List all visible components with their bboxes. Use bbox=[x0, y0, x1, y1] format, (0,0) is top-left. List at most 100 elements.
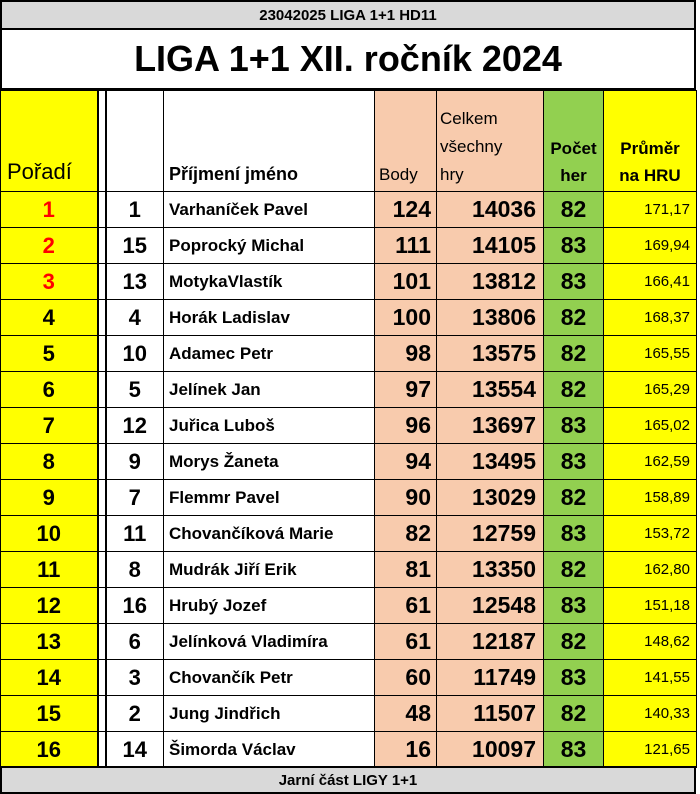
player-name-cell: Poprocký Michal bbox=[163, 227, 375, 264]
player-number-cell: 4 bbox=[105, 299, 164, 336]
rank-cell: 15 bbox=[0, 695, 98, 732]
table-row: 15 2 Jung Jindřich 48 11507 82 140,33 bbox=[0, 695, 697, 732]
average-cell: 166,41 bbox=[603, 263, 697, 300]
player-name-cell: Hrubý Jozef bbox=[163, 587, 375, 624]
average-cell: 148,62 bbox=[603, 623, 697, 660]
games-cell: 83 bbox=[543, 659, 604, 696]
player-name-cell: Adamec Petr bbox=[163, 335, 375, 372]
sheet-code-label: 23042025 LIGA 1+1 HD11 bbox=[0, 0, 696, 30]
player-name-cell: Jelínková Vladimíra bbox=[163, 623, 375, 660]
average-cell: 140,33 bbox=[603, 695, 697, 732]
games-cell: 82 bbox=[543, 479, 604, 516]
table-row: 6 5 Jelínek Jan 97 13554 82 165,29 bbox=[0, 371, 697, 408]
table-row: 10 11 Chovančíková Marie 82 12759 83 153,72 bbox=[0, 515, 697, 552]
table-row: 14 3 Chovančík Petr 60 11749 83 141,55 bbox=[0, 659, 697, 696]
gap-cell bbox=[96, 695, 107, 732]
rank-cell: 10 bbox=[0, 515, 98, 552]
average-cell: 121,65 bbox=[603, 731, 697, 768]
table-row: 1 1 Varhaníček Pavel 124 14036 82 171,17 bbox=[0, 191, 697, 228]
games-cell: 83 bbox=[543, 263, 604, 300]
header-games-line2: her bbox=[560, 166, 587, 185]
gap-cell bbox=[96, 587, 107, 624]
points-cell: 101 bbox=[374, 263, 437, 300]
rank-cell: 1 bbox=[0, 191, 98, 228]
rank-cell: 2 bbox=[0, 227, 98, 264]
games-cell: 82 bbox=[543, 551, 604, 588]
header-number bbox=[105, 90, 164, 192]
points-cell: 81 bbox=[374, 551, 437, 588]
player-number-cell: 12 bbox=[105, 407, 164, 444]
points-cell: 82 bbox=[374, 515, 437, 552]
rank-cell: 14 bbox=[0, 659, 98, 696]
total-cell: 13029 bbox=[436, 479, 544, 516]
table-row: 13 6 Jelínková Vladimíra 61 12187 82 148,62 bbox=[0, 623, 697, 660]
player-name-cell: Juřica Luboš bbox=[163, 407, 375, 444]
rank-cell: 8 bbox=[0, 443, 98, 480]
header-total-line2: všechny bbox=[440, 137, 503, 156]
player-number-cell: 1 bbox=[105, 191, 164, 228]
total-cell: 11507 bbox=[436, 695, 544, 732]
points-cell: 124 bbox=[374, 191, 437, 228]
rank-cell: 3 bbox=[0, 263, 98, 300]
player-number-cell: 16 bbox=[105, 587, 164, 624]
average-cell: 141,55 bbox=[603, 659, 697, 696]
gap-cell bbox=[96, 731, 107, 768]
total-cell: 13495 bbox=[436, 443, 544, 480]
points-cell: 61 bbox=[374, 587, 437, 624]
page-title: LIGA 1+1 XII. ročník 2024 bbox=[0, 30, 696, 90]
player-name-cell: Jelínek Jan bbox=[163, 371, 375, 408]
table-row: 2 15 Poprocký Michal 111 14105 83 169,94 bbox=[0, 227, 697, 264]
header-rank: Pořadí bbox=[0, 90, 98, 192]
rank-cell: 13 bbox=[0, 623, 98, 660]
player-number-cell: 2 bbox=[105, 695, 164, 732]
games-cell: 82 bbox=[543, 371, 604, 408]
table-header-row: Pořadí Příjmení jméno Body Celkem všechn… bbox=[0, 90, 697, 192]
points-cell: 90 bbox=[374, 479, 437, 516]
average-cell: 151,18 bbox=[603, 587, 697, 624]
gap-cell bbox=[96, 479, 107, 516]
header-average: Průměr na HRU bbox=[603, 90, 697, 192]
player-number-cell: 15 bbox=[105, 227, 164, 264]
header-points: Body bbox=[374, 90, 437, 192]
player-name-cell: Varhaníček Pavel bbox=[163, 191, 375, 228]
gap-cell bbox=[96, 551, 107, 588]
gap-cell bbox=[96, 515, 107, 552]
player-name-cell: Chovančíková Marie bbox=[163, 515, 375, 552]
gap-cell bbox=[96, 335, 107, 372]
table-row: 4 4 Horák Ladislav 100 13806 82 168,37 bbox=[0, 299, 697, 336]
total-cell: 14036 bbox=[436, 191, 544, 228]
player-name-cell: Morys Žaneta bbox=[163, 443, 375, 480]
player-name-cell: Jung Jindřich bbox=[163, 695, 375, 732]
games-cell: 82 bbox=[543, 623, 604, 660]
player-number-cell: 13 bbox=[105, 263, 164, 300]
gap-cell bbox=[96, 407, 107, 444]
footer-label: Jarní část LIGY 1+1 bbox=[0, 766, 696, 794]
table-row: 7 12 Juřica Luboš 96 13697 83 165,02 bbox=[0, 407, 697, 444]
rank-cell: 4 bbox=[0, 299, 98, 336]
gap-cell bbox=[96, 371, 107, 408]
header-avg-line2: na HRU bbox=[619, 166, 681, 185]
player-number-cell: 10 bbox=[105, 335, 164, 372]
rank-cell: 5 bbox=[0, 335, 98, 372]
player-number-cell: 9 bbox=[105, 443, 164, 480]
games-cell: 83 bbox=[543, 407, 604, 444]
games-cell: 82 bbox=[543, 191, 604, 228]
table-row: 5 10 Adamec Petr 98 13575 82 165,55 bbox=[0, 335, 697, 372]
total-cell: 14105 bbox=[436, 227, 544, 264]
points-cell: 98 bbox=[374, 335, 437, 372]
gap-cell bbox=[96, 191, 107, 228]
points-cell: 97 bbox=[374, 371, 437, 408]
total-cell: 13812 bbox=[436, 263, 544, 300]
average-cell: 171,17 bbox=[603, 191, 697, 228]
games-cell: 83 bbox=[543, 443, 604, 480]
total-cell: 13350 bbox=[436, 551, 544, 588]
average-cell: 165,02 bbox=[603, 407, 697, 444]
total-cell: 12548 bbox=[436, 587, 544, 624]
points-cell: 100 bbox=[374, 299, 437, 336]
rank-cell: 16 bbox=[0, 731, 98, 768]
header-avg-line1: Průměr bbox=[620, 139, 680, 158]
games-cell: 83 bbox=[543, 731, 604, 768]
rank-cell: 9 bbox=[0, 479, 98, 516]
points-cell: 94 bbox=[374, 443, 437, 480]
